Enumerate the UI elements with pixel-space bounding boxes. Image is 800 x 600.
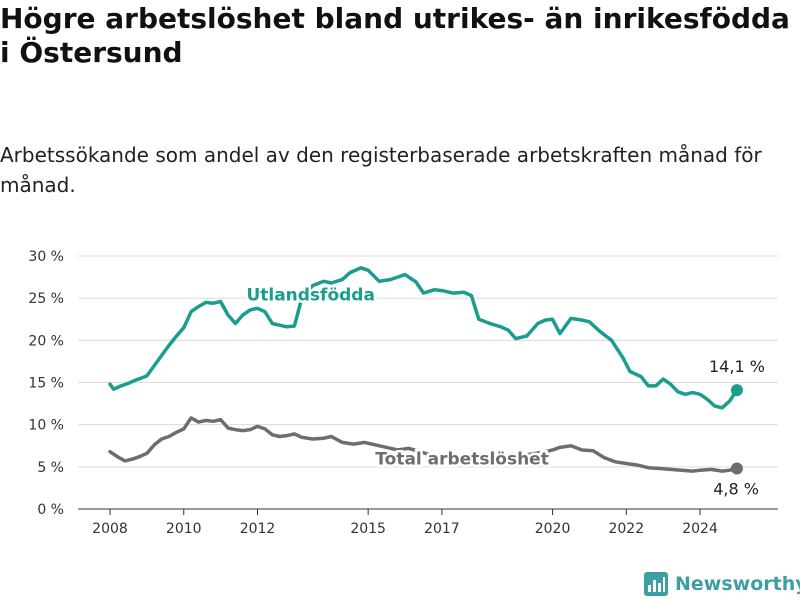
y-tick-label: 20 %: [28, 333, 64, 349]
brand-name: Newsworthy: [675, 573, 800, 595]
bar-chart-logo-icon: [644, 572, 668, 596]
y-tick-label: 30 %: [28, 249, 64, 265]
x-tick-label: 2017: [424, 521, 460, 537]
y-tick-labels: 0 % 5 % 10 % 15 % 20 % 25 % 30 %: [28, 249, 64, 518]
series-name-label: Total arbetslöshet: [375, 449, 549, 469]
chart-subtitle: Arbetssökande som andel av den registerb…: [0, 143, 762, 197]
series-line-1: [108, 416, 739, 473]
y-gridlines: [78, 255, 778, 468]
y-tick-label: 15 %: [28, 376, 64, 392]
chart-title: Högre arbetslöshet bland utrikes- än inr…: [0, 2, 790, 69]
series-endpoint-1: [730, 462, 743, 475]
series-end-label: 14,1 %: [709, 357, 765, 376]
x-tick-label: 2024: [682, 521, 718, 537]
y-tick-label: 25 %: [28, 291, 64, 307]
y-tick-label: 10 %: [28, 418, 64, 434]
x-axis: 2008 2010 2012 2015 2017 2020 2022 2024: [78, 508, 778, 537]
y-tick-label: 0 %: [37, 502, 64, 518]
x-tick-label: 2012: [240, 521, 276, 537]
series-end-label: 4,8 %: [713, 480, 759, 499]
x-tick-label: 2020: [535, 521, 571, 537]
series-labels: Utlandsfödda 14,1 % Total arbetslöshet 4,8 …: [244, 283, 767, 500]
newsworthy-brand: Newsworthy: [644, 568, 800, 600]
x-tick-label: 2022: [608, 521, 644, 537]
series-lines: [108, 266, 743, 475]
series-line-0: [108, 266, 739, 410]
series-name-label: Utlandsfödda: [246, 286, 375, 306]
y-tick-label: 5 %: [37, 460, 64, 476]
series-endpoint-0: [730, 384, 743, 397]
x-tick-label: 2015: [350, 521, 386, 537]
x-tick-label: 2008: [92, 521, 128, 537]
x-tick-label: 2010: [166, 521, 202, 537]
